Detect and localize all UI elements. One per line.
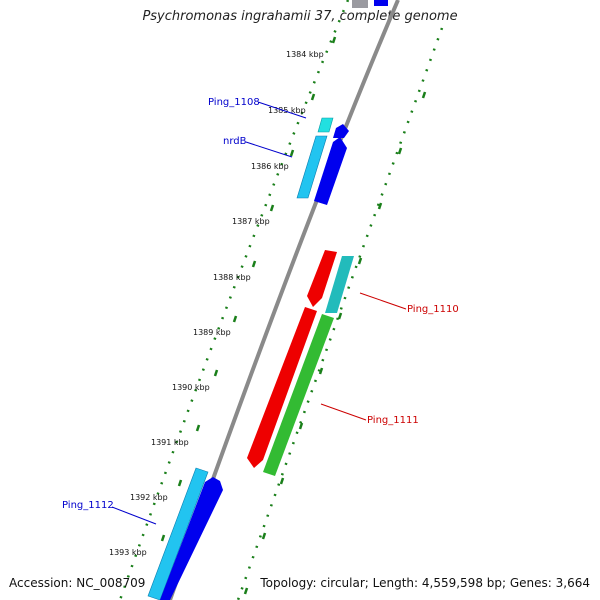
tick-label-1385: 1385 kbp (268, 106, 306, 115)
cds-top-blue (374, 0, 388, 6)
tick-label-1389: 1389 kbp (193, 328, 231, 337)
label-ping-1110[interactable]: Ping_1110 (407, 304, 459, 315)
tick-label-1392: 1392 kbp (130, 493, 168, 502)
cds-ping-1112[interactable] (147, 467, 209, 600)
major-ticks-inner (160, 36, 337, 542)
tick-label-1390: 1390 kbp (172, 383, 210, 392)
tick-label-1386: 1386 kbp (251, 162, 289, 171)
tick-label-1391: 1391 kbp (151, 438, 189, 447)
tick-label-1387: 1387 kbp (232, 217, 270, 226)
accession-text: Accession: NC_008709 (9, 576, 146, 590)
leader-nrdb (245, 141, 293, 158)
cds-ping-1111[interactable] (263, 314, 334, 476)
leader-ping-1108 (257, 101, 307, 119)
tick-label-1393: 1393 kbp (109, 548, 147, 557)
cds-red-2[interactable] (247, 307, 317, 468)
cds-red-1[interactable] (307, 250, 337, 307)
cds-cyan-1[interactable] (296, 135, 328, 199)
label-ping-1111[interactable]: Ping_1111 (367, 415, 419, 426)
leader-ping-1110 (359, 292, 407, 310)
tick-label-1388: 1388 kbp (213, 273, 251, 282)
leader-ping-1112 (111, 506, 157, 525)
cds-top-grey (352, 0, 368, 8)
cds-ping-1110[interactable] (325, 256, 354, 313)
leader-ping-1111 (320, 403, 367, 421)
label-nrdb[interactable]: nrdB (223, 136, 247, 147)
cds-nrdb[interactable] (314, 137, 347, 205)
tick-label-1384: 1384 kbp (286, 50, 324, 59)
map-title: Psychromonas ingrahamii 37, complete gen… (142, 9, 458, 24)
genome-summary-text: Topology: circular; Length: 4,559,598 bp… (260, 576, 590, 590)
cds-ping-1108[interactable] (317, 117, 334, 133)
label-ping-1108[interactable]: Ping_1108 (208, 97, 260, 108)
major-ticks-outer (243, 91, 427, 595)
cds-blue-bottom[interactable] (160, 477, 223, 600)
cds-blue-arrow-small[interactable] (333, 124, 349, 138)
label-ping-1112[interactable]: Ping_1112 (62, 500, 114, 511)
